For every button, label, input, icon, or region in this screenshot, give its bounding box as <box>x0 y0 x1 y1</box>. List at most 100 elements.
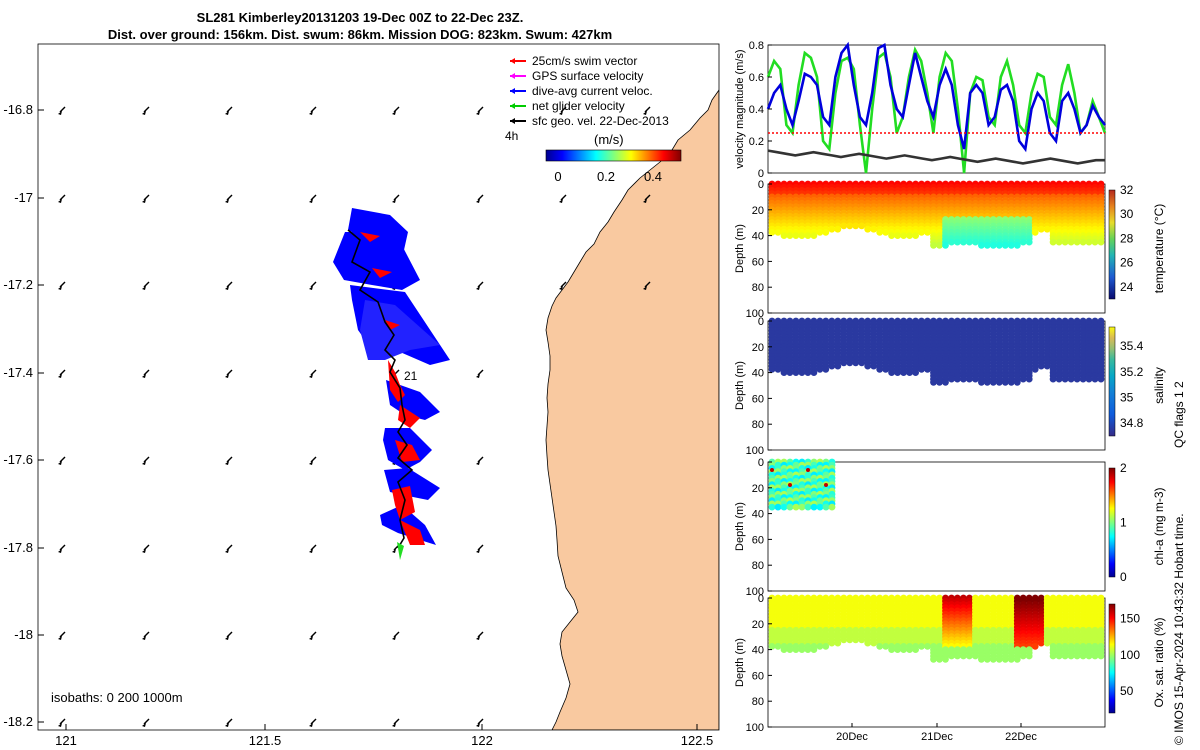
heatmap-sample <box>1043 639 1051 647</box>
heatmap-sample <box>1097 375 1105 383</box>
heatmap-sample <box>995 655 1003 663</box>
lat-tick-label: -18.2 <box>3 714 33 729</box>
depth-tick-label: 0 <box>758 457 764 469</box>
heatmap-sample <box>876 229 884 236</box>
sfc-velocity-arrowhead <box>142 286 146 290</box>
sfc-velocity-arrowhead <box>58 111 62 115</box>
depth-tick-label: 80 <box>752 419 764 431</box>
heatmap-sample <box>852 636 860 644</box>
depth-tick-label: 80 <box>752 282 764 294</box>
heatmap-sample <box>989 241 997 249</box>
heatmap-sample <box>948 375 955 383</box>
heatmap-sample <box>876 643 884 650</box>
legend-arrowhead <box>510 58 515 64</box>
heatmap-sample <box>810 503 818 511</box>
sfc-velocity-arrow <box>560 194 567 201</box>
chla-flag-dot <box>824 483 828 487</box>
heatmap-sample <box>978 241 985 249</box>
sfc-velocity-arrowhead <box>559 111 563 115</box>
heatmap-sample <box>792 503 800 511</box>
heatmap-sample <box>1001 378 1009 386</box>
sfc-velocity-arrow <box>59 281 66 288</box>
sfc-velocity-arrow <box>143 544 150 551</box>
heatmap-sample <box>858 222 866 230</box>
heatmap-sample <box>834 639 842 647</box>
heatmap-sample <box>930 378 937 386</box>
sfc-velocity-arrowhead <box>225 461 229 465</box>
colorbar-tick-label: 0 <box>1120 570 1127 584</box>
sfc-velocity-arrowhead <box>559 286 563 290</box>
heatmap-sample <box>1055 375 1063 383</box>
sfc-velocity-arrowhead <box>142 111 146 115</box>
heatmap-sample <box>822 366 830 373</box>
sfc-velocity-arrowhead <box>392 111 396 115</box>
sfc-velocity-arrowhead <box>476 286 480 290</box>
heatmap-sample <box>948 652 955 660</box>
sfc-velocity-arrowhead <box>58 461 62 465</box>
heatmap-sample <box>846 359 854 367</box>
sfc-velocity-arrowhead <box>309 374 313 378</box>
heatmap-sample <box>900 232 907 240</box>
chla-flag-dot <box>788 483 792 487</box>
heatmap-sample <box>995 241 1003 249</box>
colorbar-tick: 0 <box>554 169 561 184</box>
colorbar-tick-label: 2 <box>1120 461 1127 475</box>
sfc-velocity-arrow <box>310 456 317 463</box>
heatmap-sample <box>912 232 919 240</box>
heatmap-sample <box>942 241 949 249</box>
depth-tick-label: 0 <box>758 316 764 328</box>
heatmap-sample <box>1067 238 1075 246</box>
sfc-velocity-arrowhead <box>476 723 480 727</box>
sfc-velocity-arrowhead <box>476 549 480 553</box>
heatmap-sample <box>912 646 919 653</box>
heatmap-sample <box>864 362 872 370</box>
colorbar-tick-label: 35.4 <box>1120 339 1144 353</box>
sfc-velocity-arrowhead <box>142 636 146 640</box>
heatmap-sample <box>942 655 949 663</box>
depth-tick-label: 20 <box>752 342 764 354</box>
time-tick-label: 21Dec <box>921 731 953 743</box>
heatmap-cells <box>768 458 836 511</box>
heatmap-sample <box>972 375 979 383</box>
heatmap-sample <box>870 639 878 647</box>
heatmap-sample <box>960 375 967 383</box>
sfc-velocity-arrow <box>477 456 484 463</box>
heatmap-sample <box>870 362 878 370</box>
sfc-velocity-arrowhead <box>142 374 146 378</box>
sfc-velocity-arrow <box>226 631 233 638</box>
sfc-velocity-arrow <box>226 194 233 201</box>
heatmap-sample <box>1019 375 1027 383</box>
sfc-velocity-arrow <box>143 369 150 376</box>
heatmap-panel-chla: 0 20 40 60 80 100 Depth (m) 2 1 0 chl-a (mg m-3) <box>734 457 1166 598</box>
heatmap-sample <box>1031 643 1039 650</box>
heatmap-sample <box>1097 238 1105 246</box>
legend-arrowhead <box>510 103 515 109</box>
sfc-velocity-arrow <box>59 544 66 551</box>
sfc-velocity-arrow <box>393 194 400 201</box>
heatmap-sample <box>804 232 812 240</box>
colorbar-tick-label: 1 <box>1120 516 1127 530</box>
heatmap-sample <box>924 229 931 236</box>
heatmap-sample <box>816 503 824 511</box>
heatmap-sample <box>1037 639 1045 647</box>
sfc-velocity-arrow <box>310 544 317 551</box>
heatmap-sample <box>888 369 895 376</box>
depth-tick-label: 40 <box>752 509 764 521</box>
depth-tick-label: 40 <box>752 231 764 243</box>
heatmap-sample <box>882 366 890 373</box>
heatmap-sample <box>1079 375 1087 383</box>
heatmap-sample <box>1007 241 1015 249</box>
depth-tick-label: 0 <box>758 179 764 191</box>
isobaths-label: isobaths: 0 200 1000m <box>51 690 183 705</box>
velocity-ylabel: velocity magnitude (m/s) <box>734 49 746 168</box>
velocity-ytick-label: 0.6 <box>749 72 764 84</box>
sfc-velocity-arrow <box>560 106 567 113</box>
heatmap-sample <box>852 359 860 367</box>
heatmap-sample <box>828 639 836 647</box>
sfc-velocity-arrow <box>226 456 233 463</box>
heatmap-sample <box>816 229 824 236</box>
heatmap-cells <box>768 594 1105 663</box>
depth-tick-label: 20 <box>752 205 764 217</box>
heatmap-sample <box>966 375 973 383</box>
sfc-velocity-arrowhead <box>309 461 313 465</box>
